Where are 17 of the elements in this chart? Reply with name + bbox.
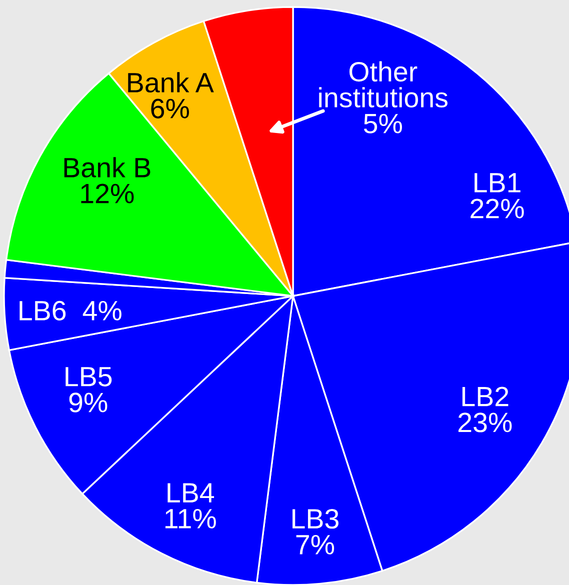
data-label: 11% <box>165 508 216 528</box>
slice-label: LB1 <box>474 173 520 192</box>
data-label: 22% <box>470 198 524 218</box>
slice-label: Bank A <box>128 72 214 93</box>
data-label: 5% <box>364 114 402 134</box>
data-label: 12% <box>81 184 134 204</box>
slice-label: LB5 <box>66 367 112 386</box>
data-label: 9% <box>69 392 108 412</box>
slice-label: LB3 <box>292 508 338 529</box>
data-label: 23% <box>458 412 512 432</box>
slice-label: LB6 4% <box>20 300 122 321</box>
data-label: 7% <box>296 534 334 554</box>
slice-label: Bank B <box>64 157 150 178</box>
data-label: 6% <box>151 98 189 118</box>
slice-label: LB4 <box>168 483 214 502</box>
slice-label: Other institutions <box>319 61 448 108</box>
slice-label: LB2 <box>462 386 508 406</box>
